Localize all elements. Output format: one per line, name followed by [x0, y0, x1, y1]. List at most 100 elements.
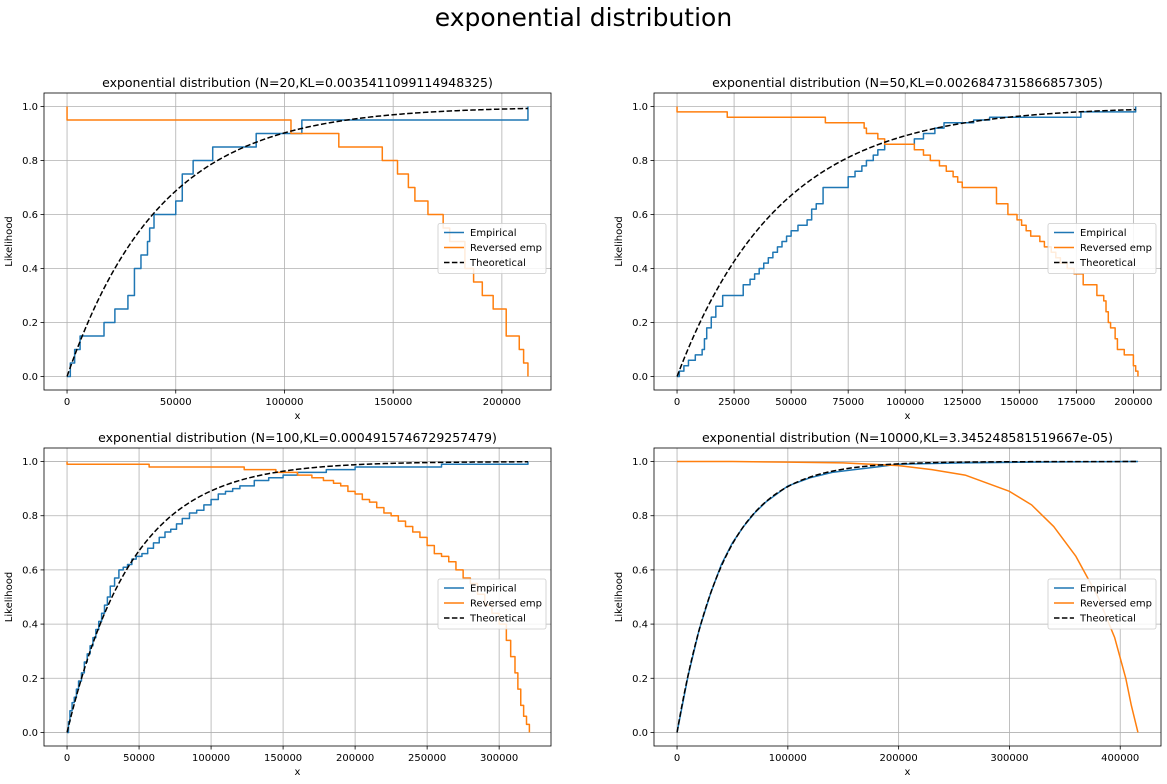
- legend-entry-theoretical-label: Theoretical: [1079, 258, 1136, 269]
- y-tick-label: 0.8: [22, 156, 38, 167]
- y-tick-label: 0.6: [632, 565, 648, 576]
- legend: Empirical Reversed emp Theoretical: [1047, 578, 1157, 630]
- series-theoretical-line: [66, 107, 528, 377]
- legend-entry-empirical-label: Empirical: [1080, 584, 1126, 595]
- legend-entry-reversed-emp-label: Reversed emp: [1080, 243, 1152, 254]
- legend-entry-theoretical-label: Theoretical: [469, 258, 526, 269]
- x-tick-label: 100000: [192, 753, 230, 764]
- y-tick-label: 0.0: [22, 372, 38, 383]
- series-empirical-line: [67, 461, 529, 734]
- x-tick-label: 200000: [1114, 397, 1152, 408]
- y-axis-label: Likelihood: [4, 572, 15, 622]
- subplot-title: exponential distribution (N=10000,KL=3.3…: [702, 430, 1113, 445]
- legend-entry-empirical-label: Empirical: [470, 584, 516, 595]
- y-tick-label: 0.8: [22, 511, 38, 522]
- y-tick-label: 1.0: [22, 102, 38, 113]
- x-tick-label: 0: [64, 397, 70, 408]
- legend-entry-reversed-emp-label: Reversed emp: [470, 243, 542, 254]
- y-tick-label: 0.4: [632, 620, 648, 631]
- series-reversed-emp-line: [66, 461, 531, 733]
- y-axis-label: Likelihood: [614, 216, 625, 266]
- subplot-title: exponential distribution (N=50,KL=0.0026…: [712, 75, 1103, 90]
- legend: Empirical Reversed emp Theoretical: [1047, 223, 1157, 274]
- legend: Empirical Reversed emp Theoretical: [437, 578, 547, 630]
- x-tick-label: 400000: [1101, 753, 1139, 764]
- axes-frame: [43, 447, 552, 747]
- x-tick-label: 175000: [1057, 397, 1095, 408]
- x-tick-label: 0: [64, 753, 70, 764]
- x-tick-label: 100000: [265, 397, 303, 408]
- x-tick-label: 250000: [408, 753, 446, 764]
- subplot-title: exponential distribution (N=20,KL=0.0035…: [102, 75, 493, 90]
- y-axis-label: Likelihood: [4, 216, 15, 266]
- axes-frame: [43, 92, 552, 391]
- y-tick-label: 0.2: [22, 674, 38, 685]
- series-reversed-emp-line: [677, 460, 1139, 733]
- x-tick-label: 75000: [832, 397, 864, 408]
- x-tick-label: 50000: [775, 397, 807, 408]
- x-tick-label: 150000: [264, 753, 302, 764]
- x-axis-label: x: [295, 411, 301, 422]
- y-tick-label: 0.2: [22, 318, 38, 329]
- legend-entry-reversed-emp-label: Reversed emp: [1080, 599, 1152, 610]
- y-tick-label: 0.0: [632, 372, 648, 383]
- y-tick-label: 1.0: [632, 102, 648, 113]
- legend-box: [437, 223, 547, 274]
- series-empirical-line: [677, 106, 1137, 378]
- y-tick-label: 0.8: [632, 156, 648, 167]
- y-tick-label: 0.6: [22, 210, 38, 221]
- series-empirical-line: [67, 106, 529, 378]
- subplot-n10000: 0 100000 200000 300000 400000 0.0 0.2 0.4 0.6 0.8…: [614, 430, 1162, 778]
- y-tick-label: 1.0: [22, 457, 38, 468]
- y-tick-label: 0.8: [632, 511, 648, 522]
- x-tick-label: 200000: [336, 753, 374, 764]
- axes-frame: [653, 447, 1162, 747]
- x-tick-label: 150000: [1000, 397, 1038, 408]
- series-theoretical-line: [66, 461, 528, 733]
- y-tick-label: 0.2: [632, 674, 648, 685]
- x-tick-label: 100000: [886, 397, 924, 408]
- x-tick-label: 25000: [718, 397, 750, 408]
- x-axis-label: x: [295, 767, 301, 778]
- legend-entry-reversed-emp-label: Reversed emp: [470, 599, 542, 610]
- x-tick-label: 50000: [160, 397, 192, 408]
- figure-suptitle: exponential distribution: [435, 3, 732, 32]
- plot-area: [676, 106, 1139, 378]
- plot-area: [66, 461, 531, 734]
- legend-entry-empirical-label: Empirical: [1080, 228, 1126, 239]
- legend-box: [1047, 223, 1157, 274]
- subplot-grid: 0 50000 100000 150000 200000 0.0 0.2 0.4 0.6 0.8 1…: [4, 75, 1162, 778]
- legend-entry-theoretical-label: Theoretical: [1079, 614, 1136, 625]
- legend-entry-theoretical-label: Theoretical: [469, 614, 526, 625]
- y-tick-label: 0.6: [632, 210, 648, 221]
- x-tick-label: 200000: [483, 397, 521, 408]
- series-theoretical-line: [676, 108, 1136, 377]
- y-tick-label: 0.4: [22, 620, 38, 631]
- legend-entry-empirical-label: Empirical: [470, 228, 516, 239]
- subplot-n20: 0 50000 100000 150000 200000 0.0 0.2 0.4 0.6 0.8 1…: [4, 75, 552, 422]
- y-axis-label: Likelihood: [614, 572, 625, 622]
- plot-area: [676, 460, 1139, 733]
- x-axis-label: x: [905, 767, 911, 778]
- y-tick-label: 0.2: [632, 318, 648, 329]
- x-axis-label: x: [905, 411, 911, 422]
- subplot-title: exponential distribution (N=100,KL=0.000…: [98, 430, 497, 445]
- y-tick-label: 0.4: [22, 264, 38, 275]
- y-tick-label: 0.0: [22, 728, 38, 739]
- x-tick-label: 150000: [374, 397, 412, 408]
- x-tick-label: 300000: [480, 753, 518, 764]
- y-tick-label: 0.6: [22, 565, 38, 576]
- x-tick-label: 100000: [769, 753, 807, 764]
- y-tick-label: 1.0: [632, 457, 648, 468]
- series-reversed-emp-line: [676, 106, 1139, 377]
- x-tick-label: 300000: [990, 753, 1028, 764]
- x-tick-label: 0: [674, 753, 680, 764]
- axes-frame: [653, 92, 1162, 391]
- y-tick-label: 0.4: [632, 264, 648, 275]
- x-tick-label: 50000: [123, 753, 155, 764]
- series-theoretical-line: [676, 460, 1138, 733]
- y-tick-label: 0.0: [632, 728, 648, 739]
- legend: Empirical Reversed emp Theoretical: [437, 223, 547, 274]
